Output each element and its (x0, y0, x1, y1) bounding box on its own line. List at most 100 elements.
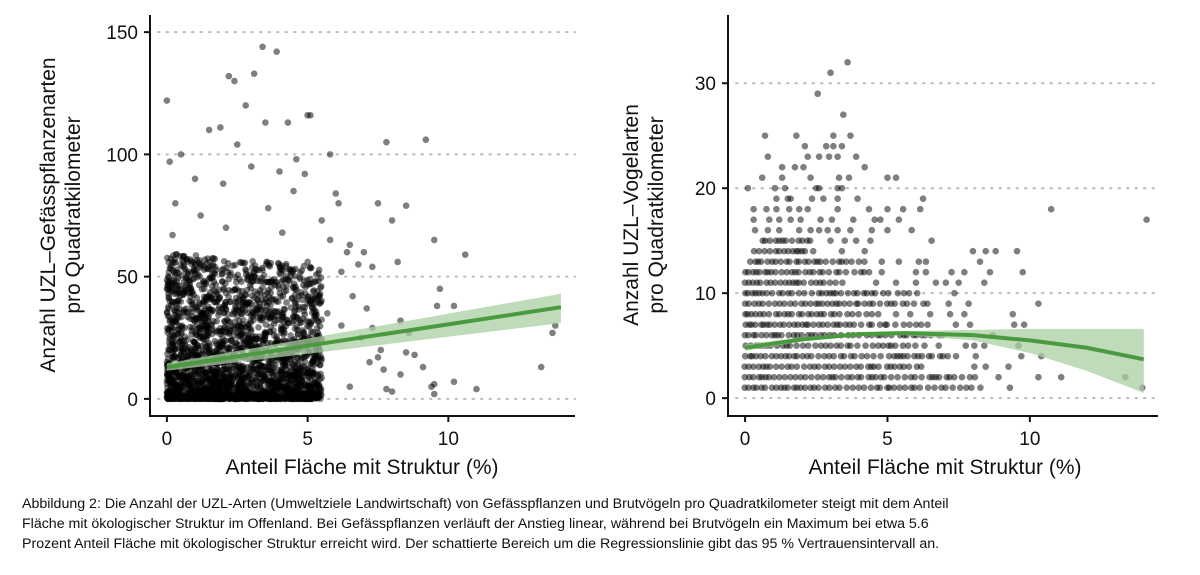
data-point (388, 217, 396, 224)
data-point (225, 287, 233, 294)
data-point (857, 363, 865, 370)
data-point (187, 284, 195, 292)
data-point (781, 184, 789, 192)
data-point (822, 342, 830, 349)
data-point (239, 329, 246, 337)
data-point (845, 174, 853, 182)
data-point (822, 258, 830, 265)
data-point (795, 205, 803, 213)
data-point (969, 247, 977, 255)
data-point (820, 279, 827, 286)
data-point (834, 226, 841, 234)
caption-line: Abbildung 2: Die Anzahl der UZL-Arten (U… (22, 496, 949, 512)
data-point (795, 279, 803, 286)
data-point (167, 392, 174, 399)
data-point (773, 205, 780, 213)
data-point (825, 268, 833, 276)
data-point (273, 48, 280, 55)
data-point (237, 368, 245, 376)
data-point (885, 352, 893, 360)
data-point (306, 383, 314, 390)
data-point (203, 342, 211, 350)
data-point (911, 373, 919, 381)
data-point (311, 351, 319, 359)
data-point (891, 300, 899, 307)
data-point (766, 363, 774, 370)
data-point (812, 342, 819, 349)
data-point (961, 310, 968, 318)
data-point (280, 395, 288, 402)
data-point (961, 268, 968, 276)
data-point (827, 342, 834, 349)
data-point (971, 342, 978, 349)
data-point (785, 247, 792, 255)
data-point (782, 237, 790, 244)
data-point (172, 287, 180, 295)
data-point (187, 371, 194, 378)
data-point (402, 202, 410, 210)
data-point (817, 216, 824, 223)
data-point (834, 195, 841, 203)
data-point (251, 262, 259, 269)
data-point (795, 289, 803, 297)
data-point (801, 289, 808, 297)
data-point (945, 300, 952, 307)
data-point (428, 383, 435, 390)
data-point (827, 69, 834, 77)
data-point (777, 352, 785, 360)
data-point (221, 324, 228, 331)
data-point (820, 195, 827, 203)
data-point (300, 308, 308, 315)
data-point (191, 175, 199, 183)
data-point (783, 268, 791, 276)
data-point (276, 263, 284, 270)
data-point (871, 289, 879, 297)
data-point (279, 361, 287, 369)
data-point (397, 371, 404, 378)
data-point (924, 321, 931, 328)
data-point (383, 385, 390, 393)
data-point (326, 151, 334, 158)
data-point (952, 321, 960, 328)
data-point (849, 216, 857, 223)
data-point (295, 292, 302, 300)
data-point (177, 262, 184, 269)
data-point (291, 298, 299, 305)
data-point (847, 342, 854, 349)
data-point (193, 341, 201, 348)
data-point (248, 163, 255, 170)
data-point (976, 258, 984, 265)
data-point (461, 251, 469, 258)
data-point (808, 195, 816, 203)
data-point (826, 279, 834, 286)
data-point (194, 270, 202, 278)
data-point (433, 302, 441, 310)
data-point (363, 305, 371, 312)
figure-caption: Abbildung 2: Die Anzahl der UZL-Arten (U… (22, 494, 1192, 554)
data-point (250, 70, 258, 77)
data-point (919, 195, 927, 203)
data-point (758, 174, 766, 182)
data-point (763, 331, 770, 339)
data-point (750, 216, 757, 223)
data-point (222, 306, 230, 313)
data-point (756, 268, 763, 276)
data-point (817, 342, 825, 349)
data-point (741, 352, 749, 360)
data-point (253, 388, 260, 396)
data-point (905, 363, 913, 370)
data-point (187, 351, 194, 359)
data-point (746, 258, 754, 265)
data-point (1005, 363, 1012, 370)
data-point (255, 371, 263, 378)
data-point (795, 226, 803, 234)
data-point (806, 237, 814, 244)
data-point (246, 380, 254, 387)
data-point (808, 352, 815, 360)
data-point (473, 385, 480, 393)
data-point (271, 387, 278, 395)
data-point (830, 142, 837, 150)
data-point (750, 363, 757, 370)
data-point (797, 373, 805, 381)
data-point (257, 361, 264, 369)
